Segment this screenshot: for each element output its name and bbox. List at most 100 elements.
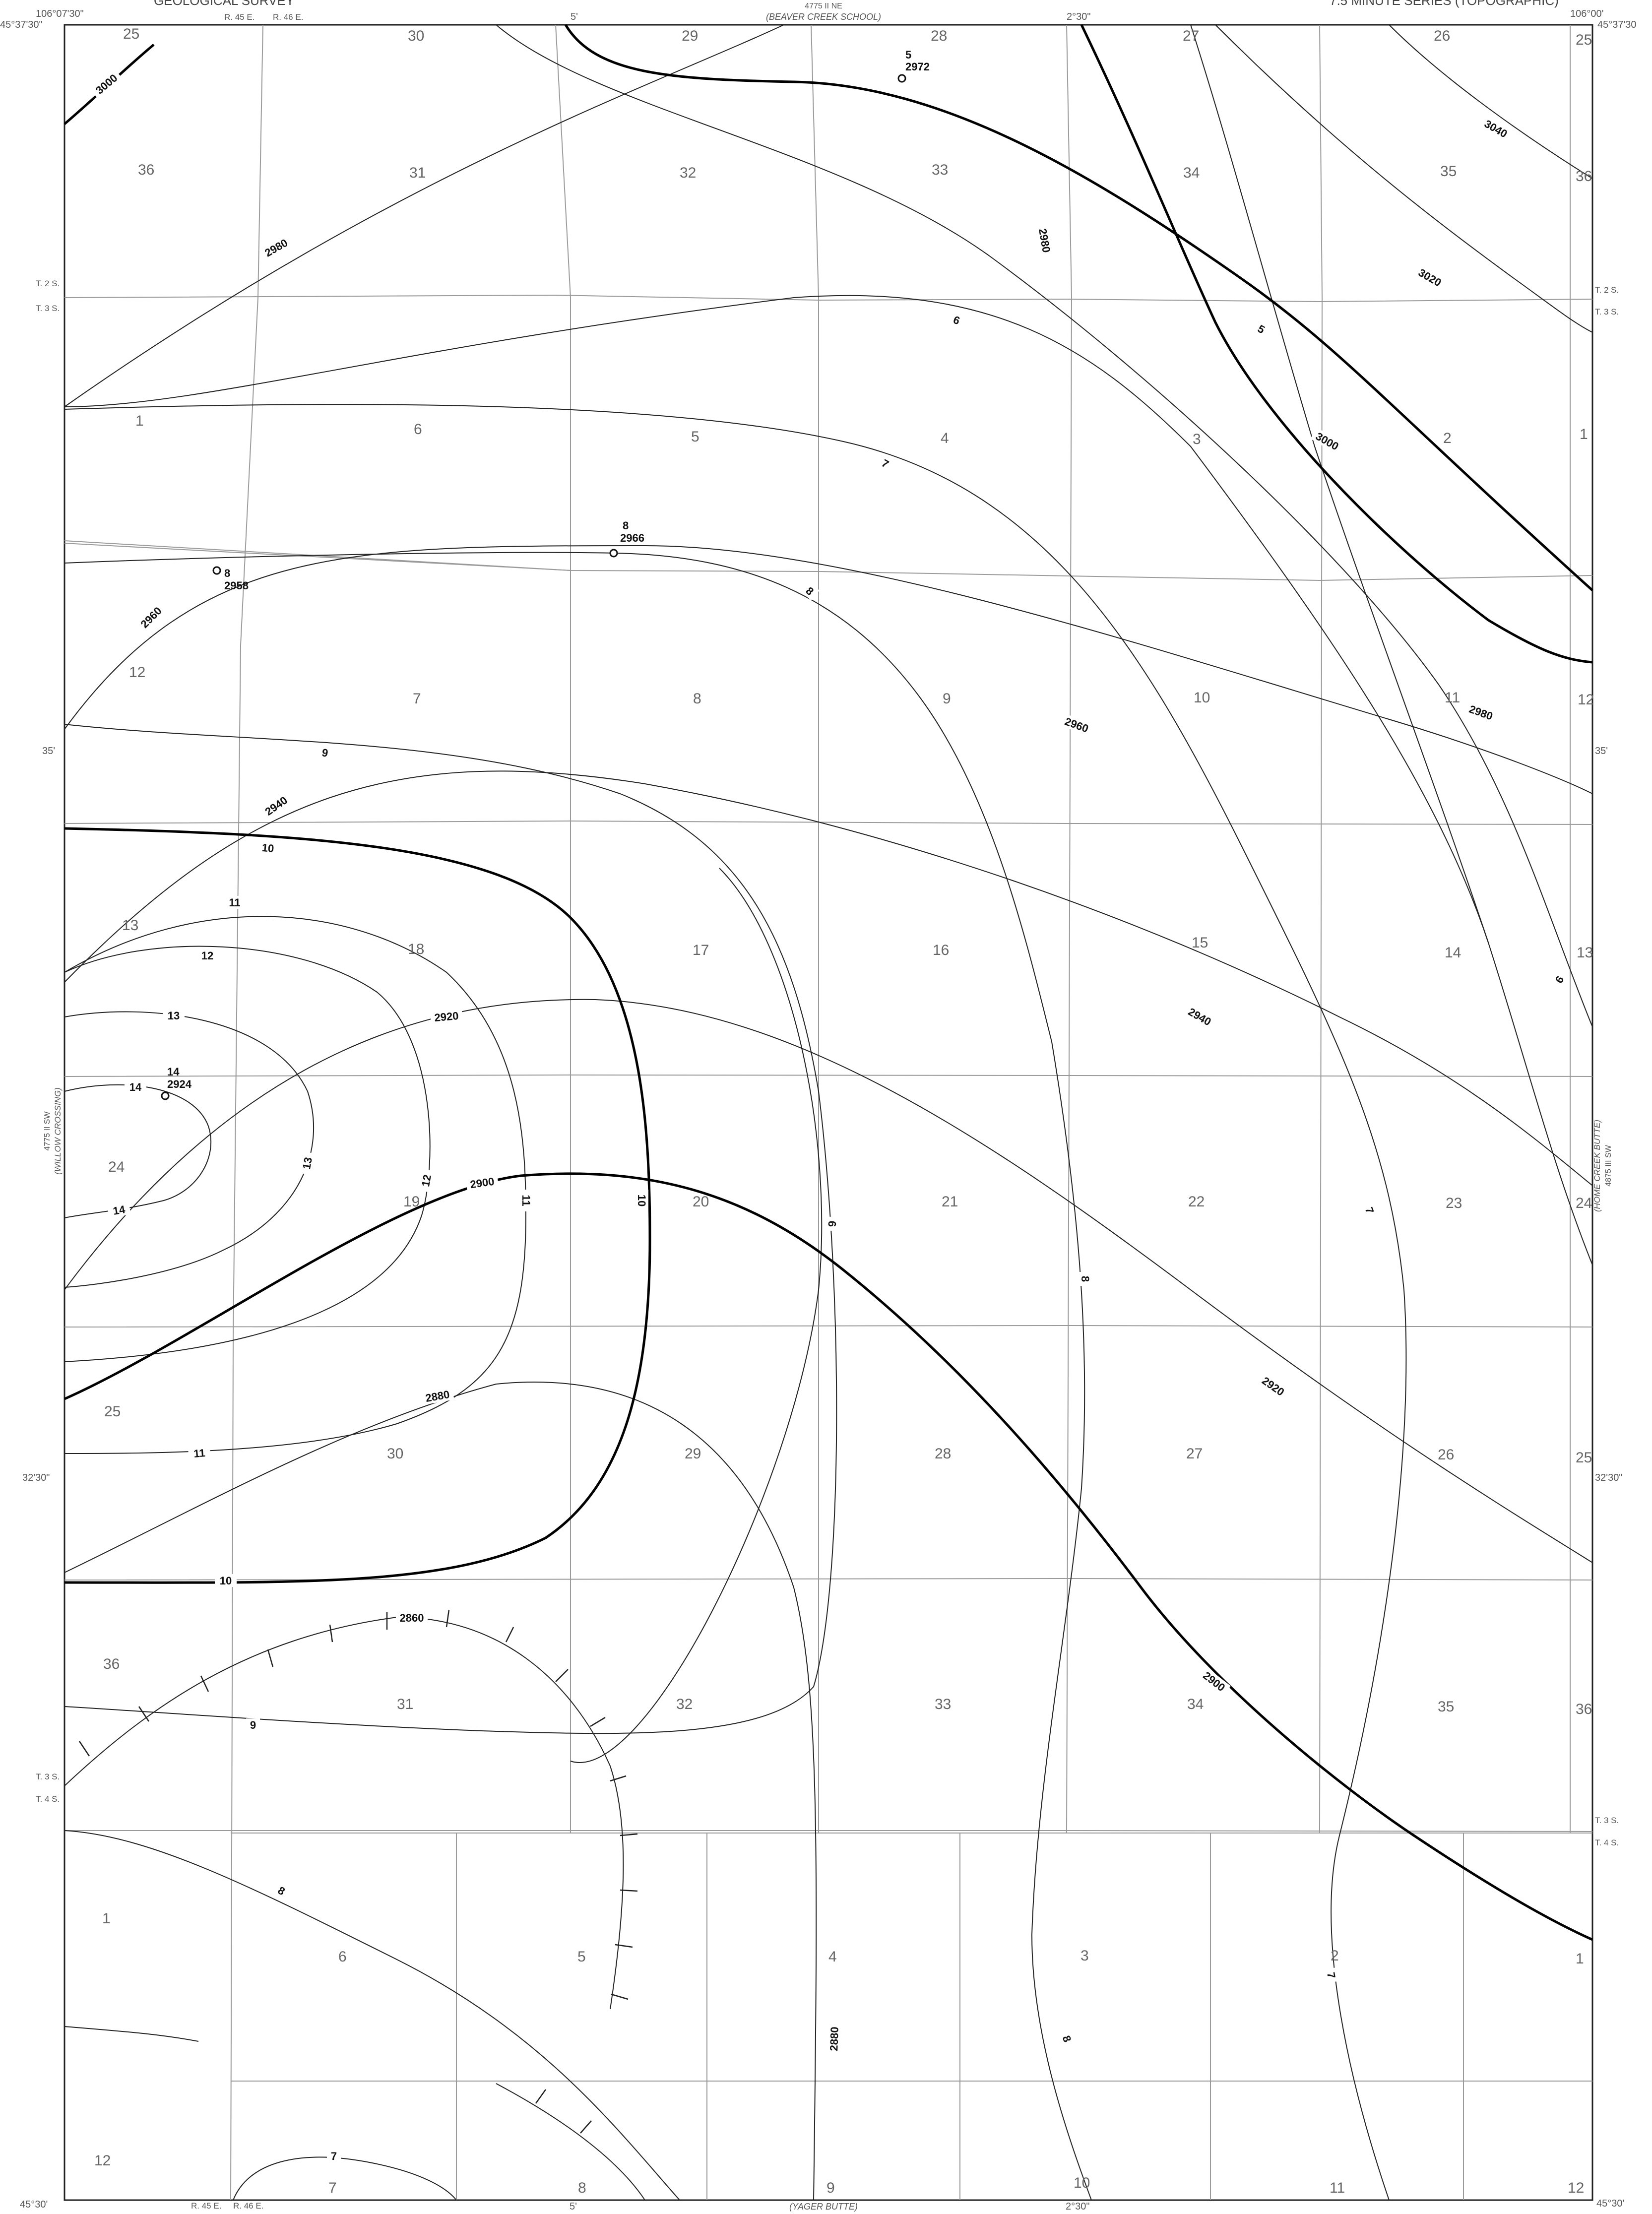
township-label: T. 3 S. [36,304,60,313]
well-point-marker [161,1091,170,1100]
adjoining-quad-ref: 4875 III SW [1604,1144,1613,1186]
section-number: 32 [680,165,696,181]
contour-label: 14 [129,1081,142,1093]
latitude-label: 32'30" [22,1472,50,1483]
contour-label: 9 [250,1719,256,1731]
township-label: T. 4 S. [36,1794,60,1804]
section-number: 5 [691,429,699,445]
section-number: 25 [104,1403,121,1420]
section-number: 5 [577,1949,586,1965]
section-number: 24 [108,1159,125,1175]
section-number: 6 [414,421,422,438]
contour-label: 2980 [1036,228,1053,254]
contour-label: 2880 [827,2026,841,2051]
latitude-label: 32'30" [1595,1472,1622,1483]
section-number: 8 [578,2180,586,2196]
contour-label: 14 [112,1203,127,1217]
township-label: T. 4 S. [1595,1838,1619,1847]
contour-11 [64,916,527,1454]
contour-label: 13 [300,1156,315,1170]
contour-label: 7 [1325,1971,1338,1979]
township-label: T. 3 S. [1595,307,1619,316]
contour-minor [64,2026,199,2042]
contour-2920 [64,999,1593,1563]
section-number: 4 [941,430,949,446]
latitude-label: 35' [1595,746,1608,757]
section-number: 20 [693,1194,709,1210]
well-point-marker [897,74,906,83]
minute-tick-label: 5' [571,11,578,22]
section-number: 25 [1576,1450,1592,1466]
section-number: 18 [408,941,424,957]
minute-tick-label: 5' [570,2201,577,2212]
section-number: 10 [1194,690,1210,706]
section-number: 1 [1576,1951,1584,1967]
adjoining-quad-name: (HOME CREEK BUTTE) [1592,1120,1602,1212]
contour-label: 12 [419,1174,434,1188]
contour-3020 [1215,24,1593,333]
contour-label: 10 [635,1195,648,1206]
contour-label: 2860 [400,1612,424,1624]
latitude-label: 35' [42,746,55,757]
well-point-id: 8 [224,567,230,579]
series-title: 7.5 MINUTE SERIES (TOPOGRAPHIC) [1330,0,1559,8]
section-number: 30 [408,28,424,44]
contour-9 [64,724,837,1734]
well-point-marker [212,566,221,575]
control-points: 5 2972 8 2966 8 2958 14 2924 [161,49,930,1100]
section-number: 35 [1438,1699,1454,1715]
contour-label: 9 [826,1220,838,1227]
range-label: R. 45 E. [191,2201,221,2211]
contour-5 [564,24,1593,591]
contour-label: 2920 [434,1010,459,1024]
section-number: 2 [1331,1948,1339,1964]
section-number: 11 [1330,2180,1345,2196]
section-number: 23 [1446,1195,1462,1211]
latitude-label: 45°37'30 [1597,19,1637,30]
section-number: 30 [387,1446,403,1462]
section-number: 8 [693,691,701,707]
section-number: 28 [931,28,947,44]
section-number: 34 [1183,165,1200,181]
section-number: 36 [1576,168,1592,185]
range-label: R. 46 E. [273,12,303,22]
section-number: 35 [1440,163,1457,180]
structure-contours [64,24,1593,2201]
contour-7 [64,404,1407,2201]
section-number: 28 [935,1446,951,1462]
section-number: 7 [413,691,421,707]
contour-label: 10 [220,1575,232,1587]
adjoining-quad-ref: 4775 II SW [43,1111,52,1151]
township-range-labels: T. 2 S. T. 3 S. T. 2 S. T. 3 S. T. 3 S. … [36,12,1619,2211]
section-number: 7 [328,2180,337,2196]
contour-label: 10 [261,841,275,855]
section-number: 12 [1568,2180,1584,2196]
adjoining-quad-ref: 4775 II NE [805,2,842,10]
depression-contour-2860 [64,1609,645,2201]
township-label: T. 2 S. [1595,285,1619,295]
minute-tick-label: 2°30" [1067,11,1090,22]
contour-label: 11 [193,1447,205,1460]
contour-label: 2980 [1467,702,1495,722]
section-number: 31 [397,1696,413,1712]
section-number: 36 [138,162,154,178]
contour-14 [64,1084,212,1218]
longitude-label: 106°00' [1570,8,1603,19]
section-number: 1 [1580,426,1588,443]
contour-8 [64,552,1092,2201]
section-number: 25 [123,26,139,42]
township-label: T. 3 S. [36,1772,60,1781]
township-label: T. 3 S. [1595,1816,1619,1825]
contour-2980-c [1190,24,1593,1265]
contour-labels: 3000 2980 3040 3020 2980 3000 2960 2960 … [90,68,1569,2162]
longitude-label: 106°07'30" [36,8,84,19]
section-number: 26 [1434,28,1450,44]
contour-2960 [64,545,1593,794]
section-number: 17 [693,942,709,958]
contour-2980-a [64,24,784,407]
well-point-id: 14 [167,1066,180,1078]
contour-label: 8 [1079,1276,1091,1282]
section-number: 36 [1576,1701,1592,1717]
section-number: 2 [1443,430,1452,446]
